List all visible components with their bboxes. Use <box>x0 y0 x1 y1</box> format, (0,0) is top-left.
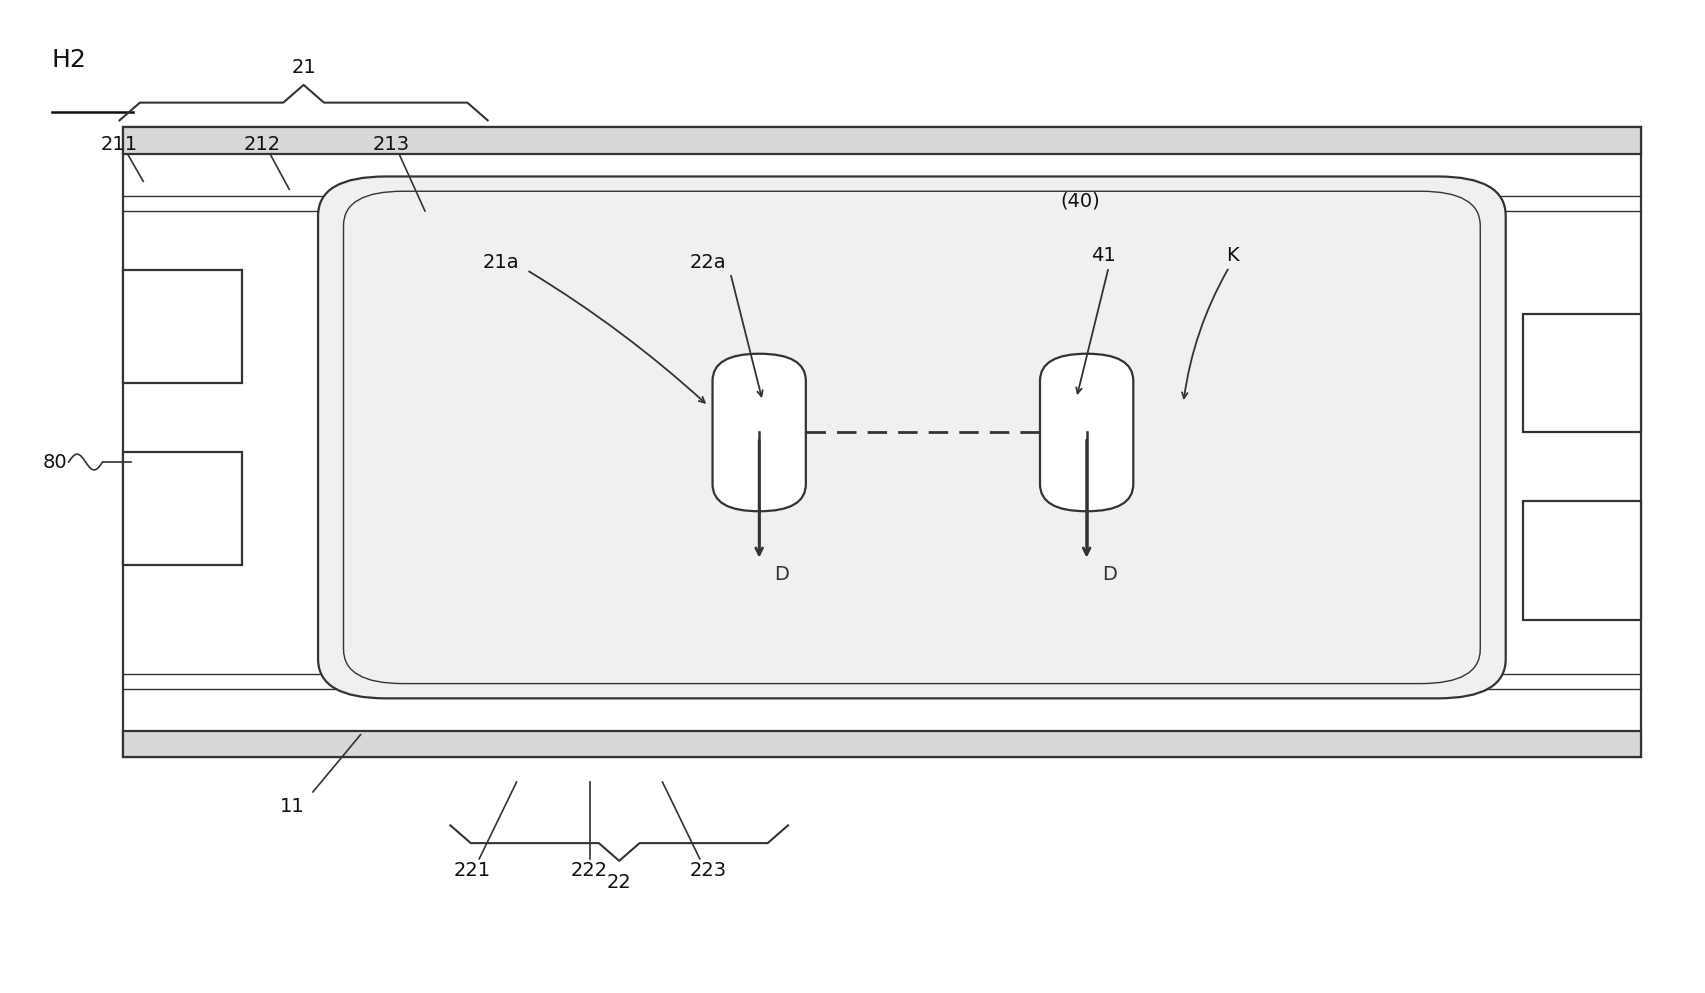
Text: 213: 213 <box>372 135 409 154</box>
Text: 22: 22 <box>607 873 631 892</box>
Text: 223: 223 <box>691 861 726 880</box>
Text: 21: 21 <box>292 58 315 77</box>
Text: 80: 80 <box>43 453 66 472</box>
Bar <box>1523 315 1642 433</box>
Text: 221: 221 <box>454 861 491 880</box>
Bar <box>123 731 1642 758</box>
Text: D: D <box>774 565 789 585</box>
Text: 21a: 21a <box>483 252 520 272</box>
Bar <box>123 127 1642 758</box>
Text: 222: 222 <box>571 861 609 880</box>
Text: D: D <box>1101 565 1117 585</box>
Text: (40): (40) <box>1061 192 1100 211</box>
Bar <box>1523 501 1642 620</box>
Bar <box>123 270 242 383</box>
Text: 41: 41 <box>1091 245 1117 265</box>
FancyBboxPatch shape <box>319 177 1506 698</box>
FancyBboxPatch shape <box>1040 354 1134 511</box>
Bar <box>123 127 1642 154</box>
Bar <box>123 452 242 565</box>
FancyBboxPatch shape <box>713 354 806 511</box>
Text: 212: 212 <box>244 135 281 154</box>
Text: 11: 11 <box>280 797 305 816</box>
Text: 22a: 22a <box>691 252 726 272</box>
Text: 211: 211 <box>101 135 138 154</box>
Text: H2: H2 <box>51 49 87 72</box>
Text: K: K <box>1226 245 1240 265</box>
